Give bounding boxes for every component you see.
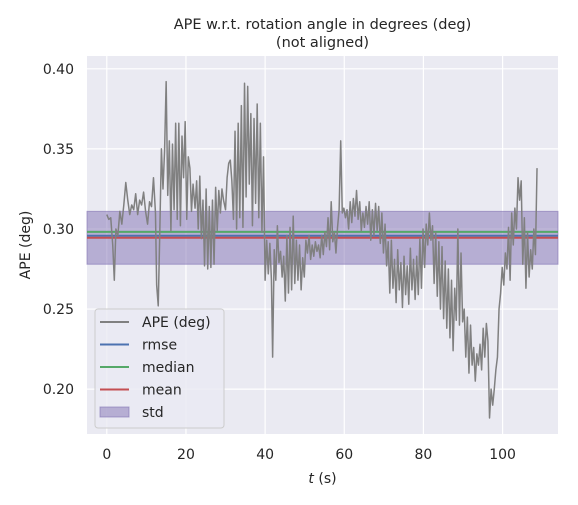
y-tick-label: 0.40: [43, 62, 74, 78]
x-tick-label: 20: [177, 447, 195, 463]
y-tick-label: 0.20: [43, 382, 74, 398]
x-tick-label: 0: [102, 447, 111, 463]
chart-subtitle: (not aligned): [276, 35, 369, 51]
legend-label: std: [142, 405, 164, 421]
chart-title: APE w.r.t. rotation angle in degrees (de…: [174, 17, 471, 33]
legend-label: mean: [142, 383, 182, 399]
y-tick-label: 0.30: [43, 222, 74, 238]
x-tick-label: 40: [256, 447, 274, 463]
x-tick-label: 60: [335, 447, 353, 463]
y-tick-label: 0.25: [43, 302, 74, 318]
x-axis-label-var: t: [308, 471, 314, 487]
ape-series-line: [106, 80, 538, 419]
legend-swatch-std: [99, 406, 130, 418]
legend-label: median: [142, 360, 194, 376]
y-axis-label: APE (deg): [18, 211, 34, 280]
legend-items: APE (deg) rmse median mean std: [99, 315, 211, 421]
x-tick-label: 80: [415, 447, 433, 463]
x-axis-label-unit: (s): [314, 471, 337, 487]
x-axis-label: t (s): [308, 471, 336, 487]
legend-label: APE (deg): [142, 315, 211, 331]
y-tick-label: 0.35: [43, 142, 74, 158]
legend-box: [94, 308, 225, 429]
x-axis-ticks: 0 20 40 60 80 100: [102, 447, 516, 463]
legend-label: rmse: [142, 338, 177, 354]
x-tick-label: 100: [489, 447, 516, 463]
legend: APE (deg) rmse median mean std: [94, 308, 225, 429]
y-axis-ticks: 0.20 0.25 0.30 0.35 0.40: [43, 62, 74, 398]
